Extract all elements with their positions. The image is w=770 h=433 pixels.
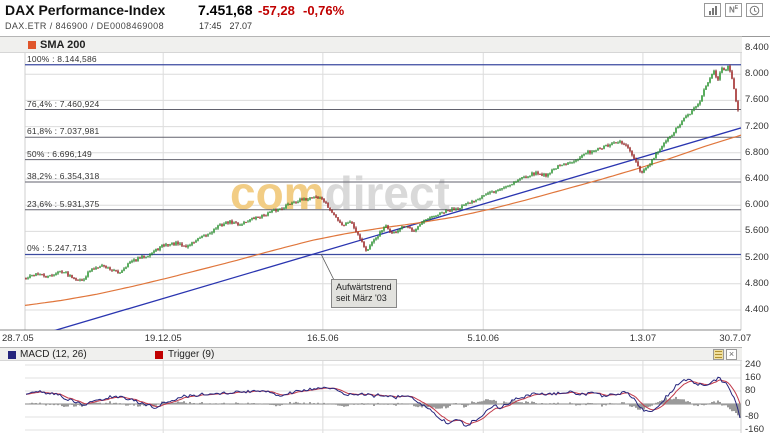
sma-legend-swatch <box>28 41 36 49</box>
main-chart-legend-bar: SMA 200 <box>0 36 742 53</box>
macd-tick-label: 160 <box>745 372 761 383</box>
change-percent: -0,76% <box>303 3 345 18</box>
quote-time: 17:45 <box>199 21 222 31</box>
y-axis-tick-label: 4.400 <box>745 304 769 315</box>
fib-level-label: 0% : 5.247,713 <box>27 243 87 254</box>
trend-annotation-line2: seit März '03 <box>336 293 387 304</box>
fibonacci-lines <box>25 64 741 256</box>
instrument-identifiers: DAX.ETR / 846900 / DE0008469008 <box>5 21 164 31</box>
y-axis-tick-label: 6.800 <box>745 146 769 158</box>
trend-annotation: Aufwärtstrend seit März '03 <box>331 279 397 308</box>
macd-tick-label: -160 <box>745 424 765 433</box>
y-axis-tick-label: 5.200 <box>745 251 769 263</box>
y-axis-tick-label: 5.600 <box>745 225 769 237</box>
close-indicator-icon[interactable]: × <box>726 349 737 360</box>
instrument-title: DAX Performance-Index <box>5 2 166 18</box>
candlestick-series <box>25 64 739 282</box>
header: DAX Performance-Index DAX.ETR / 846900 /… <box>0 0 770 37</box>
macd-gridlines <box>25 361 742 433</box>
x-axis-tick-label: 1.3.07 <box>629 333 657 344</box>
y-axis-tick-label: 6.400 <box>745 173 769 184</box>
fib-level-label: 38,2% : 6.354,318 <box>27 170 100 181</box>
clock-glyph <box>749 5 760 15</box>
trigger-legend-label: Trigger (9) <box>168 349 215 360</box>
fib-level-label: 23,6% : 5.931,375 <box>27 198 100 209</box>
indicator-settings-icon[interactable] <box>713 349 724 360</box>
macd-legend-bar: MACD (12, 26) Trigger (9) × <box>0 347 742 361</box>
news-icon[interactable]: NE <box>725 3 742 17</box>
x-axis-tick-label: 5.10.06 <box>467 333 500 344</box>
macd-tick-label: 0 <box>745 398 751 409</box>
y-axis-tick-label: 7.600 <box>745 94 769 106</box>
macd-histogram <box>29 396 741 418</box>
last-price: 7.451,68 <box>198 2 253 18</box>
bar-chart-icon[interactable] <box>704 3 721 17</box>
x-axis-tick-label: 16.5.06 <box>306 333 339 344</box>
y-axis-tick-label: 6.000 <box>745 199 769 211</box>
change-absolute: -57,28 <box>258 3 295 18</box>
y-axis-tick-label: 7.200 <box>745 120 769 132</box>
fib-level-label: 50% : 6.696,149 <box>27 148 92 159</box>
fib-level-label: 100% : 8.144,586 <box>27 53 97 64</box>
macd-tick-label: -80 <box>745 411 759 422</box>
macd-panel-toolbar: × <box>713 349 737 360</box>
x-axis-tick-label: 30.7.07 <box>719 333 752 344</box>
trend-annotation-line1: Aufwärtstrend <box>336 282 392 292</box>
macd-legend-label: MACD (12, 26) <box>20 349 87 360</box>
news-glyph: NE <box>728 4 739 15</box>
y-axis-tick-label: 8.400 <box>745 42 769 53</box>
y-axis-tick-label: 8.000 <box>745 68 769 80</box>
macd-tick-label: 240 <box>745 359 761 370</box>
sma-legend-label: SMA 200 <box>40 39 86 51</box>
trigger-line <box>25 379 741 425</box>
bar-chart-glyph <box>708 5 717 15</box>
fib-level-label: 76,4% : 7.460,924 <box>27 98 100 109</box>
quote-date: 27.07 <box>229 21 253 31</box>
macd-tick-label: 80 <box>745 385 756 396</box>
clock-icon[interactable] <box>746 3 763 17</box>
x-axis-tick-label: 28.7.05 <box>2 333 34 344</box>
quote-timestamp: 17:45 27.07 <box>199 21 260 31</box>
x-axis-tick-label: 19.12.05 <box>144 333 182 344</box>
annotation-pointer <box>320 253 335 281</box>
trigger-legend-swatch <box>155 351 163 359</box>
macd-legend-swatch <box>8 351 16 359</box>
comdirect-watermark: comdirect <box>230 167 450 219</box>
fib-level-label: 61,8% : 7.037,981 <box>27 126 100 137</box>
header-toolbar: NE <box>704 3 763 17</box>
y-axis-tick-label: 4.800 <box>745 277 769 289</box>
macd-line <box>25 376 741 427</box>
